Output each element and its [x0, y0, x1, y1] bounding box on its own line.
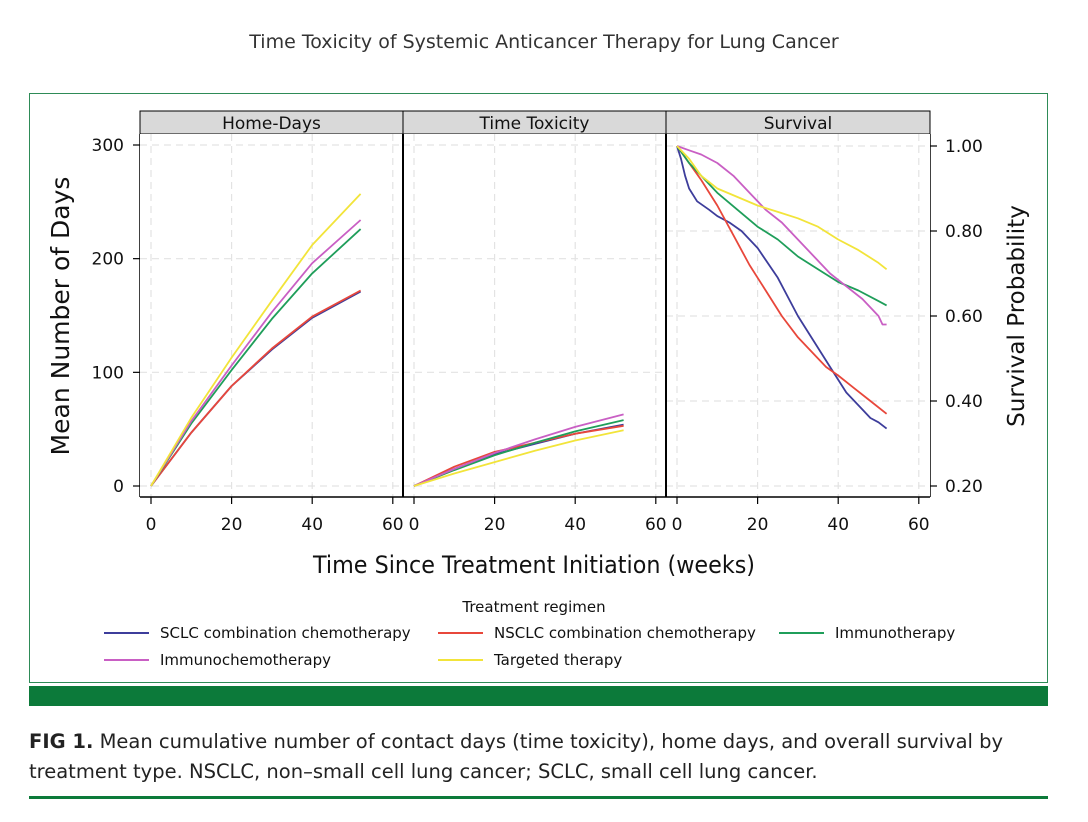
y-right-tick-label: 1.00 — [945, 137, 983, 157]
x-tick-label: 40 — [301, 515, 323, 535]
legend-label: Immunotherapy — [835, 624, 955, 642]
panel-strip-label: Home-Days — [222, 114, 321, 134]
chart-figure: Home-Days 0 20 40 60 Time Toxicity 0 20 40 60 Surv… — [46, 110, 1030, 669]
series-line-nsclc-combination-chemotherapy — [150, 289, 362, 487]
y-right-tick-label: 0.60 — [945, 307, 983, 327]
x-tick-label: 0 — [672, 515, 683, 535]
y-axis-right-title: Survival Probability — [1004, 205, 1030, 427]
y-right-tick-label: 0.80 — [945, 222, 983, 242]
y-axis-left-title: Mean Number of Days — [46, 177, 75, 456]
x-tick-label: 0 — [409, 515, 420, 535]
legend-title: Treatment regimen — [461, 598, 605, 616]
x-tick-label: 60 — [645, 515, 667, 535]
series-line-immunochemotherapy — [676, 145, 887, 326]
series-line-immunochemotherapy — [150, 219, 362, 487]
series-line-nsclc-combination-chemotherapy — [413, 424, 624, 487]
x-tick-label: 40 — [564, 515, 586, 535]
x-tick-label: 60 — [382, 515, 404, 535]
figure-accent-bar — [29, 686, 1048, 706]
series-line-immunotherapy — [150, 228, 362, 487]
x-tick-label: 60 — [908, 515, 930, 535]
x-tick-label: 20 — [747, 515, 769, 535]
x-tick-label: 20 — [484, 515, 506, 535]
x-tick-label: 0 — [146, 515, 157, 535]
legend-label: SCLC combination chemotherapy — [160, 624, 411, 642]
caption-label: FIG 1. — [29, 730, 94, 753]
y-left-tick-label: 100 — [92, 363, 124, 383]
series-line-sclc-combination-chemotherapy — [676, 145, 888, 430]
series-line-targeted-therapy — [676, 145, 888, 271]
series-line-nsclc-combination-chemotherapy — [676, 145, 888, 415]
page-header-title: Time Toxicity of Systemic Anticancer The… — [249, 31, 839, 53]
caption-bottom-rule — [29, 796, 1048, 799]
x-axis-title: Time Since Treatment Initiation (weeks) — [312, 551, 755, 579]
legend-label: Targeted therapy — [493, 651, 622, 669]
panel-strip-label: Survival — [764, 114, 833, 134]
series-line-targeted-therapy — [150, 193, 362, 487]
x-tick-label: 40 — [827, 515, 849, 535]
y-right-tick-label: 0.40 — [945, 392, 983, 412]
y-left-tick-label: 0 — [113, 477, 124, 497]
panel-plot-area — [403, 134, 666, 497]
figure-caption: FIG 1. Mean cumulative number of contact… — [29, 727, 1054, 787]
caption-text: Mean cumulative number of contact days (… — [29, 730, 1004, 783]
y-left-tick-label: 300 — [92, 136, 124, 156]
legend-label: NSCLC combination chemotherapy — [494, 624, 756, 642]
x-tick-label: 20 — [221, 515, 243, 535]
series-line-immunochemotherapy — [413, 413, 624, 487]
series-line-immunotherapy — [413, 419, 624, 487]
series-line-targeted-therapy — [413, 429, 624, 487]
legend-label: Immunochemotherapy — [160, 651, 331, 669]
y-left-tick-label: 200 — [92, 250, 124, 270]
panel-strip-label: Time Toxicity — [479, 114, 590, 134]
y-right-tick-label: 0.20 — [945, 477, 983, 497]
